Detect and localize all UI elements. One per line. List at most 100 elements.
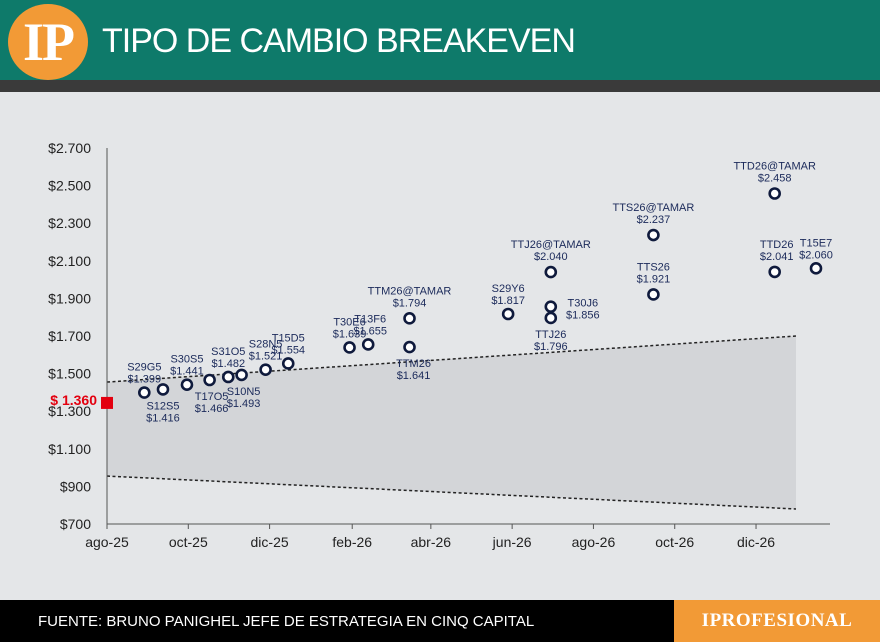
point-name: T30E6 — [333, 316, 365, 328]
point-name: TTJ26 — [535, 329, 566, 341]
point-marker — [235, 368, 248, 382]
point-marker — [180, 378, 194, 391]
point-value: $1.466 — [195, 403, 229, 415]
y-tick-label: $1.700 — [48, 328, 91, 344]
point-marker — [138, 386, 151, 399]
point-name: T13F6 — [354, 313, 386, 325]
point-label: S12S5 $1.416 — [146, 400, 180, 424]
point-marker — [281, 357, 295, 370]
point-marker — [809, 262, 823, 275]
point-name: T30J6 — [568, 298, 599, 310]
point-name: TTS26@TAMAR — [612, 202, 694, 214]
y-tick-label: $700 — [60, 516, 91, 532]
point-label: TTD26 $2.041 — [760, 239, 794, 263]
x-tick-label: abr-26 — [411, 534, 452, 550]
point-value: $1.416 — [146, 412, 180, 424]
point-marker — [259, 363, 272, 376]
iprofesional-brand: IPROFESIONAL — [674, 600, 880, 642]
y-tick-label: $1.100 — [48, 441, 91, 457]
point-marker — [544, 265, 558, 279]
point-value: $1.794 — [393, 297, 427, 309]
point-name: TTD26@TAMAR — [733, 160, 816, 172]
y-tick-label: $2.500 — [48, 178, 91, 194]
point-value: $1.521 — [249, 351, 283, 363]
point-marker — [768, 187, 781, 200]
point-label: TTJ26@TAMAR $2.040 — [511, 239, 591, 263]
point-name: S29G5 — [127, 362, 161, 374]
point-value: $1.856 — [566, 310, 600, 322]
y-tick-label: $2.100 — [48, 253, 91, 269]
point-marker — [647, 288, 660, 301]
point-name: TTM26 — [396, 358, 431, 370]
point-label: TTS26@TAMAR $2.237 — [612, 202, 694, 226]
point-name: TTD26 — [760, 239, 794, 251]
y-tick-label: $1.500 — [48, 366, 91, 382]
x-tick-label: ago-26 — [572, 534, 616, 550]
point-label: S31O5 $1.482 — [211, 346, 245, 370]
point-marker — [544, 300, 558, 313]
point-label: TTM26@TAMAR $1.794 — [368, 285, 452, 309]
point-name: S10N5 — [227, 386, 261, 398]
y-tick-label: $1.300 — [48, 403, 91, 419]
point-name: T15E7 — [800, 237, 832, 249]
point-label: S29G5 $1.399 — [127, 362, 161, 386]
point-marker — [221, 370, 235, 384]
point-label: S29Y6 $1.817 — [491, 283, 525, 307]
point-value: $2.040 — [534, 251, 568, 263]
point-marker — [768, 265, 781, 279]
point-label: T15E7 $2.060 — [799, 237, 833, 261]
point-name: TTM26@TAMAR — [368, 285, 452, 297]
ip-logo: IP — [8, 4, 88, 80]
point-name: TTS26 — [637, 261, 670, 273]
x-tick-label: oct-26 — [655, 534, 694, 550]
point-value: $1.639 — [333, 328, 367, 340]
chart-title: TIPO DE CAMBIO BREAKEVEN — [102, 22, 576, 60]
point-label: TTS26 $1.921 — [637, 261, 671, 285]
x-tick-label: oct-25 — [169, 534, 208, 550]
point-value: $1.655 — [353, 325, 387, 337]
point-marker — [203, 373, 216, 387]
point-name: T15D5 — [272, 332, 305, 344]
point-label: S28N5 $1.521 — [249, 339, 283, 363]
point-value: $1.641 — [397, 370, 431, 382]
band-layer — [106, 335, 797, 510]
point-marker — [544, 311, 558, 325]
spot-layer: $ 1.360 — [50, 392, 113, 409]
breakeven-chart: $2.700 $2.500 $2.300 $2.100 $1.900 $1.700 $1.5… — [48, 140, 833, 550]
point-value: $1.493 — [227, 398, 261, 410]
point-marker — [343, 341, 356, 354]
point-value: $1.482 — [211, 358, 245, 370]
x-tick-label: dic-25 — [251, 534, 289, 550]
band-fill — [107, 336, 797, 509]
x-tick-label: dic-26 — [737, 534, 775, 550]
x-tick-label: feb-26 — [332, 534, 372, 550]
point-label: T30E6 $1.639 — [333, 316, 367, 340]
point-value: $2.060 — [799, 249, 833, 261]
point-label: T13F6 $1.655 — [353, 313, 387, 337]
point-value: $1.441 — [170, 366, 204, 378]
spot-marker — [101, 396, 113, 409]
point-name: S30S5 — [170, 354, 203, 366]
point-value: $1.399 — [127, 374, 161, 386]
point-name: S12S5 — [146, 400, 179, 412]
point-marker — [403, 312, 416, 325]
point-label: S10N5 $1.493 — [227, 386, 261, 410]
point-label: S30S5 $1.441 — [170, 354, 204, 378]
point-value: $1.921 — [637, 273, 671, 285]
point-value: $1.554 — [271, 344, 305, 356]
y-tick-label: $2.300 — [48, 215, 91, 231]
x-ticks: ago-25 oct-25 dic-25 feb-26 abr-26 jun-26 ago-… — [85, 524, 775, 550]
point-name: S31O5 — [211, 346, 245, 358]
header-divider — [0, 80, 880, 92]
y-ticks: $2.700 $2.500 $2.300 $2.100 $1.900 $1.700 $1.5… — [48, 140, 91, 532]
point-value: $2.237 — [637, 214, 671, 226]
header-bar: IP TIPO DE CAMBIO BREAKEVEN — [0, 0, 880, 80]
point-marker — [361, 338, 375, 351]
point-label: T17O5 $1.466 — [195, 391, 229, 415]
point-value: $1.817 — [491, 295, 525, 307]
point-name: T17O5 — [195, 391, 229, 403]
footer-bar: FUENTE: BRUNO PANIGHEL JEFE DE ESTRATEGI… — [0, 600, 880, 642]
point-name: S28N5 — [249, 339, 283, 351]
band-lower-line — [106, 475, 797, 510]
